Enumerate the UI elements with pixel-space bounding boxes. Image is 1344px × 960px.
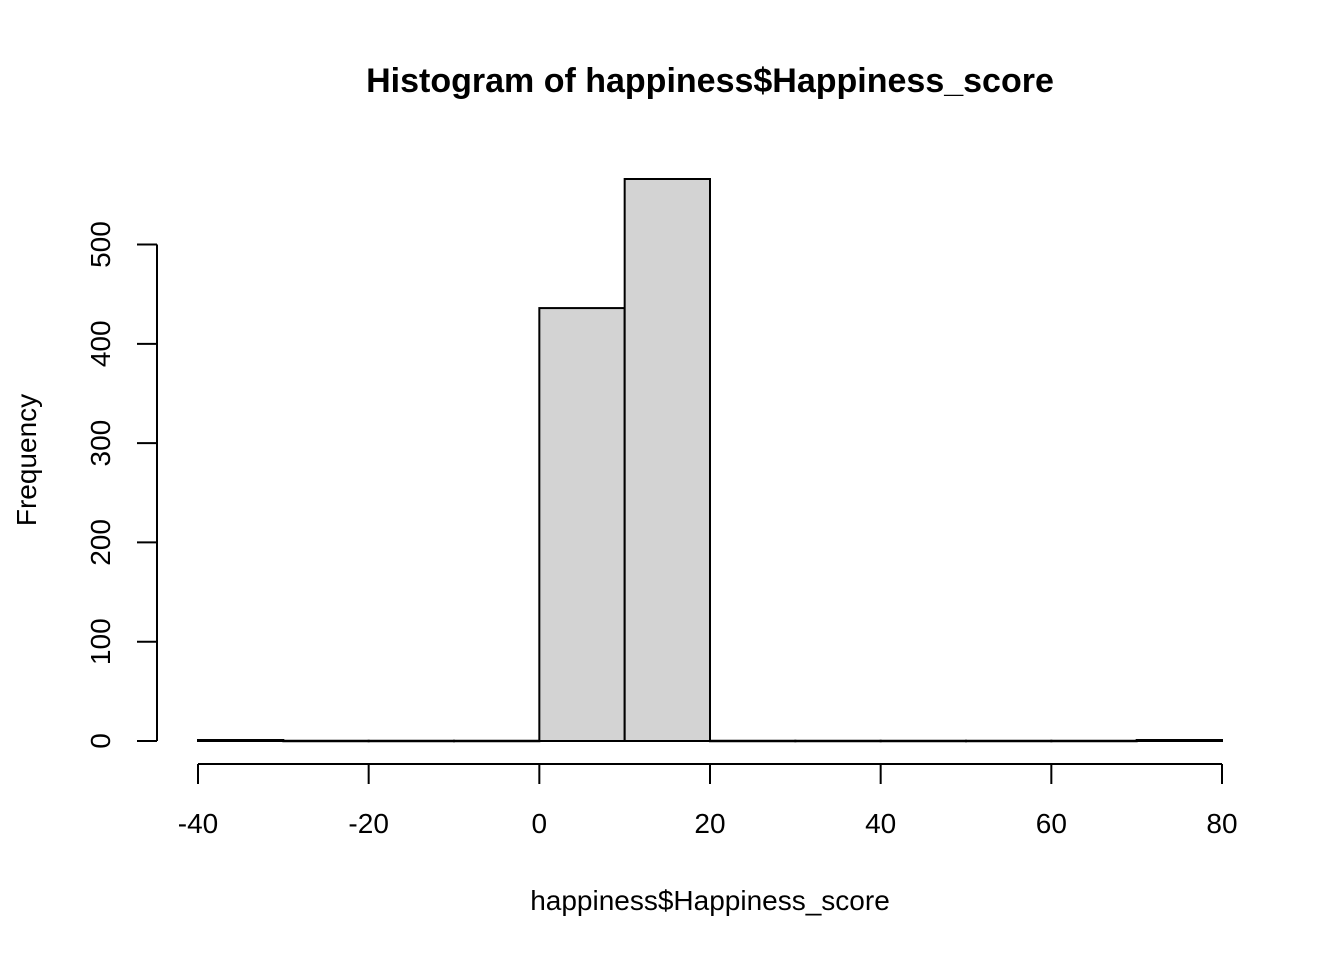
y-tick-label: 100 (85, 618, 116, 665)
y-tick-label: 200 (85, 519, 116, 566)
histogram-bar (879, 739, 968, 743)
x-tick-label: 20 (694, 808, 725, 839)
x-axis-label: happiness$Happiness_score (530, 885, 890, 916)
histogram-bar (623, 178, 712, 742)
x-axis: -40 -20 0 20 40 60 80 (178, 763, 1238, 839)
histogram-bar (965, 739, 1053, 743)
x-tick-label: 60 (1036, 808, 1067, 839)
x-tick-label: -20 (348, 808, 388, 839)
chart-title: Histogram of happiness$Happiness_score (366, 62, 1054, 100)
histogram-bar (1050, 739, 1138, 743)
x-tick-label: -40 (178, 808, 218, 839)
y-axis-label: Frequency (11, 394, 42, 526)
histogram-bar (282, 739, 370, 743)
y-tick-label: 0 (85, 733, 116, 749)
x-tick-label: 40 (865, 808, 896, 839)
bars-group (197, 178, 1223, 743)
histogram-bar (453, 739, 541, 743)
y-axis: 0 100 200 300 400 500 (85, 221, 158, 749)
x-tick-label: 80 (1206, 808, 1237, 839)
histogram-bar (197, 739, 285, 743)
histogram-bar (709, 739, 797, 743)
y-tick-label: 400 (85, 320, 116, 367)
y-tick-label: 500 (85, 221, 116, 268)
histogram-bar (1135, 739, 1223, 743)
histogram-bar (538, 307, 626, 742)
histogram-bar (367, 739, 455, 743)
y-tick-label: 300 (85, 420, 116, 467)
x-tick-label: 0 (532, 808, 548, 839)
histogram-bar (794, 739, 882, 743)
